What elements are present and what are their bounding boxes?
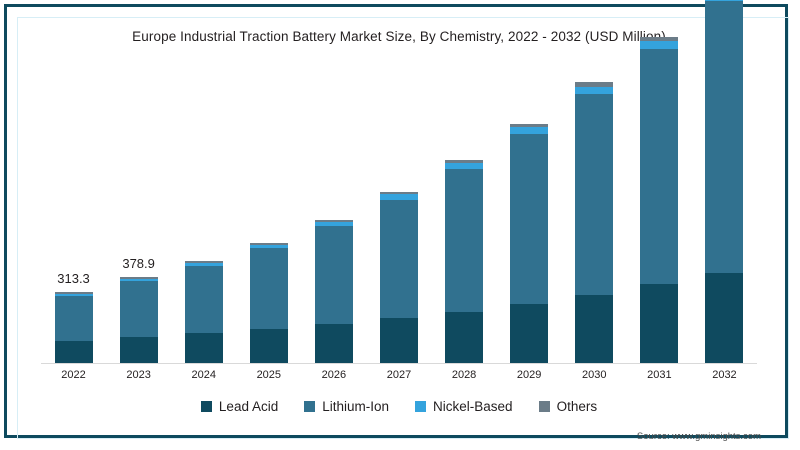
bar-segment-others[interactable] — [249, 242, 288, 245]
bar-segment-nickel-based[interactable] — [705, 0, 744, 2]
plot-area: 313.3 378.9 — [41, 0, 757, 363]
bar-segment-lithium-ion[interactable] — [314, 226, 353, 325]
legend-label: Lead Acid — [218, 399, 279, 414]
x-tick-2024: 2024 — [191, 369, 216, 381]
legend-swatch-icon — [200, 401, 212, 412]
bar-segment-lead-acid[interactable] — [705, 272, 744, 363]
bar-segment-nickel-based[interactable] — [54, 293, 93, 296]
bar-segment-lithium-ion[interactable] — [705, 1, 744, 273]
bar-segment-lithium-ion[interactable] — [575, 93, 614, 295]
x-tick-2032: 2032 — [712, 369, 737, 381]
bar-segment-lithium-ion[interactable] — [445, 169, 484, 312]
bar-column[interactable] — [249, 242, 288, 363]
bar-segment-nickel-based[interactable] — [314, 221, 353, 227]
x-axis-line — [41, 363, 757, 364]
bar-segment-others[interactable] — [575, 82, 614, 87]
bar-segment-others[interactable] — [510, 123, 549, 128]
bar-segment-others[interactable] — [380, 191, 418, 195]
bar-segment-nickel-based[interactable] — [640, 41, 679, 50]
bar-segment-nickel-based[interactable] — [380, 194, 418, 200]
bar-segment-lithium-ion[interactable] — [184, 266, 223, 334]
x-axis-tick-labels: 2022 2023 2024 2025 2026 2027 2028 2029 2030 2031… — [41, 369, 757, 387]
bar-column[interactable] — [510, 123, 549, 363]
legend-item-others[interactable]: Others — [538, 399, 598, 414]
chart-legend: Lead Acid Lithium-Ion Nickel-Based Others — [7, 399, 791, 414]
bar-value-label: 313.3 — [57, 270, 90, 286]
bar-segment-lead-acid[interactable] — [249, 329, 288, 363]
bar-segment-lead-acid[interactable] — [640, 284, 679, 363]
x-tick-2025: 2025 — [256, 369, 282, 381]
bar-segment-lead-acid[interactable] — [380, 318, 418, 363]
x-tick-2029: 2029 — [516, 369, 542, 381]
bar-column[interactable] — [445, 160, 484, 363]
bar-segment-lead-acid[interactable] — [184, 333, 223, 363]
bar-value-label: 378.9 — [122, 255, 155, 271]
bar-segment-others[interactable] — [119, 276, 158, 279]
x-tick-2022: 2022 — [61, 369, 86, 381]
bar-column[interactable] — [705, 0, 744, 363]
bar-column[interactable] — [119, 276, 158, 363]
legend-label: Nickel-Based — [433, 399, 513, 414]
bar-segment-others[interactable] — [640, 36, 679, 42]
bar-segment-nickel-based[interactable] — [575, 86, 614, 94]
bar-column[interactable] — [380, 191, 418, 363]
legend-item-nickel-based[interactable]: Nickel-Based — [415, 399, 513, 414]
bar-column[interactable] — [54, 291, 93, 363]
bar-segment-lead-acid[interactable] — [575, 294, 614, 363]
bar-segment-nickel-based[interactable] — [445, 163, 484, 170]
bar-segment-lithium-ion[interactable] — [510, 133, 549, 304]
legend-swatch-icon — [415, 401, 427, 412]
bar-column[interactable] — [184, 261, 223, 363]
bar-segment-lithium-ion[interactable] — [249, 248, 288, 330]
x-tick-2031: 2031 — [647, 369, 672, 381]
bar-column[interactable] — [575, 82, 614, 363]
legend-item-lead-acid[interactable]: Lead Acid — [200, 399, 279, 414]
bar-segment-lithium-ion[interactable] — [54, 295, 93, 342]
chart-title: Europe Industrial Traction Battery Marke… — [132, 29, 666, 44]
bar-segment-lead-acid[interactable] — [445, 311, 484, 363]
x-tick-2023: 2023 — [126, 369, 151, 381]
legend-label: Lithium-Ion — [322, 399, 390, 414]
legend-swatch-icon — [538, 401, 550, 412]
bar-segment-others[interactable] — [184, 261, 223, 264]
bar-segment-others[interactable] — [54, 291, 93, 294]
bar-segment-nickel-based[interactable] — [249, 244, 288, 249]
legend-label: Others — [556, 399, 598, 414]
bar-segment-others[interactable] — [445, 160, 484, 164]
x-tick-2026: 2026 — [321, 369, 347, 381]
x-tick-2028: 2028 — [451, 369, 477, 381]
bar-segment-lithium-ion[interactable] — [119, 281, 158, 338]
bar-segment-lead-acid[interactable] — [314, 324, 353, 363]
x-tick-2030: 2030 — [582, 369, 607, 381]
bar-column[interactable] — [314, 219, 353, 363]
bar-segment-others[interactable] — [314, 219, 353, 222]
bar-segment-lithium-ion[interactable] — [380, 199, 418, 319]
chart-frame: Europe Industrial Traction Battery Marke… — [4, 0, 791, 442]
bar-segment-nickel-based[interactable] — [510, 127, 549, 134]
x-tick-2027: 2027 — [386, 369, 412, 381]
source-attribution: Source: www.gminsights.com — [636, 431, 761, 442]
bar-segment-lithium-ion[interactable] — [640, 49, 679, 285]
bar-column[interactable] — [640, 36, 679, 363]
bar-segment-lead-acid[interactable] — [119, 337, 158, 363]
bar-segment-nickel-based[interactable] — [184, 263, 223, 267]
legend-item-lithium-ion[interactable]: Lithium-Ion — [304, 399, 389, 414]
legend-swatch-icon — [304, 401, 316, 412]
bar-segment-nickel-based[interactable] — [119, 278, 158, 282]
bar-segment-lead-acid[interactable] — [54, 341, 93, 363]
bar-segment-lead-acid[interactable] — [510, 303, 549, 363]
